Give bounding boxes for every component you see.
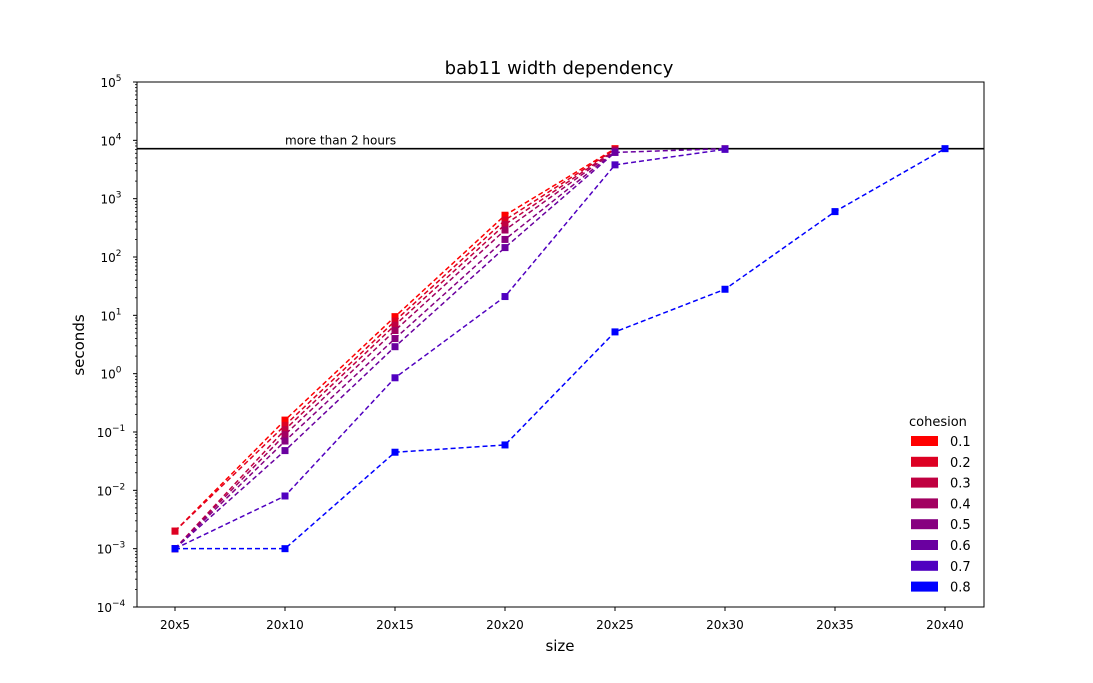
data-point [281,426,289,434]
x-axis-label: size [545,637,574,655]
data-point [721,285,729,293]
legend-swatch [911,456,938,467]
data-point [391,317,399,325]
threshold-label: more than 2 hours [285,134,396,148]
data-point [501,441,509,449]
data-point [501,235,509,243]
series-line [175,148,946,550]
data-point [391,326,399,334]
data-point [501,244,509,252]
series-line [174,147,726,550]
legend-label: 0.8 [950,581,971,596]
data-point [391,374,399,382]
y-tick-label: 105 [100,74,121,90]
data-point [501,226,509,234]
data-point [281,437,289,445]
legend-label: 0.2 [950,456,971,471]
series-line [174,148,726,550]
legend-swatch [911,477,938,488]
legend-label: 0.1 [950,435,971,450]
legend-label: 0.5 [950,518,971,533]
y-tick-label: 100 [100,366,121,382]
x-tick-label: 20x25 [596,618,634,632]
legend-label: 0.7 [950,560,971,575]
x-tick-label: 20x35 [816,618,854,632]
data-point [831,208,839,216]
data-point [391,313,399,321]
legend-swatch [911,581,938,592]
legend-swatch [911,519,938,530]
legend: cohesion 0.1 0.2 0.3 0.4 0.5 0.6 0.7 0.8 [909,415,971,596]
x-tick-label: 20x5 [160,618,190,632]
x-tick-label: 20x15 [376,618,414,632]
y-tick-label: 10−4 [97,599,126,615]
data-point [391,321,399,329]
legend-title: cohesion [909,415,967,430]
data-point [281,421,289,429]
data-point [391,335,399,343]
data-point [611,328,619,336]
series-line [174,150,616,550]
data-point [611,148,619,156]
legend-swatch [911,498,938,509]
y-tick-label: 10−3 [97,541,126,557]
data-point [171,527,179,535]
plot-area: 20x5 20x10 20x15 20x20 20x25 20x30 20x35 20x40 1… [97,74,984,632]
data-point [721,145,729,153]
x-tick-label: 20x30 [706,618,744,632]
y-tick-label: 10−1 [97,424,126,440]
data-point [281,447,289,455]
data-point [281,431,289,439]
y-tick-label: 102 [100,249,121,265]
data-point [391,343,399,351]
data-point [611,161,619,169]
data-point [281,416,289,424]
legend-swatch [911,436,938,446]
y-tick-label: 10−2 [97,482,126,498]
y-tick-label: 101 [100,307,121,323]
data-point [501,293,509,301]
legend-label: 0.3 [950,477,971,492]
chart-title: bab11 width dependency [445,58,674,79]
legend-label: 0.4 [950,497,971,512]
legend-swatch [911,560,938,571]
legend-swatch [911,540,938,550]
y-tick-label: 104 [100,132,121,148]
data-point [171,545,179,553]
data-point [501,221,509,229]
data-point [941,145,949,153]
data-point [501,216,509,224]
data-point [391,448,399,456]
data-point [281,492,289,500]
x-tick-label: 20x20 [486,618,524,632]
legend-label: 0.6 [950,539,971,554]
data-point [501,211,509,219]
y-axis-label: seconds [70,314,88,375]
plot-frame [136,81,985,608]
y-tick-label: 103 [100,191,121,207]
x-tick-label: 20x40 [926,618,964,632]
data-point [281,545,289,553]
x-tick-label: 20x10 [266,618,304,632]
